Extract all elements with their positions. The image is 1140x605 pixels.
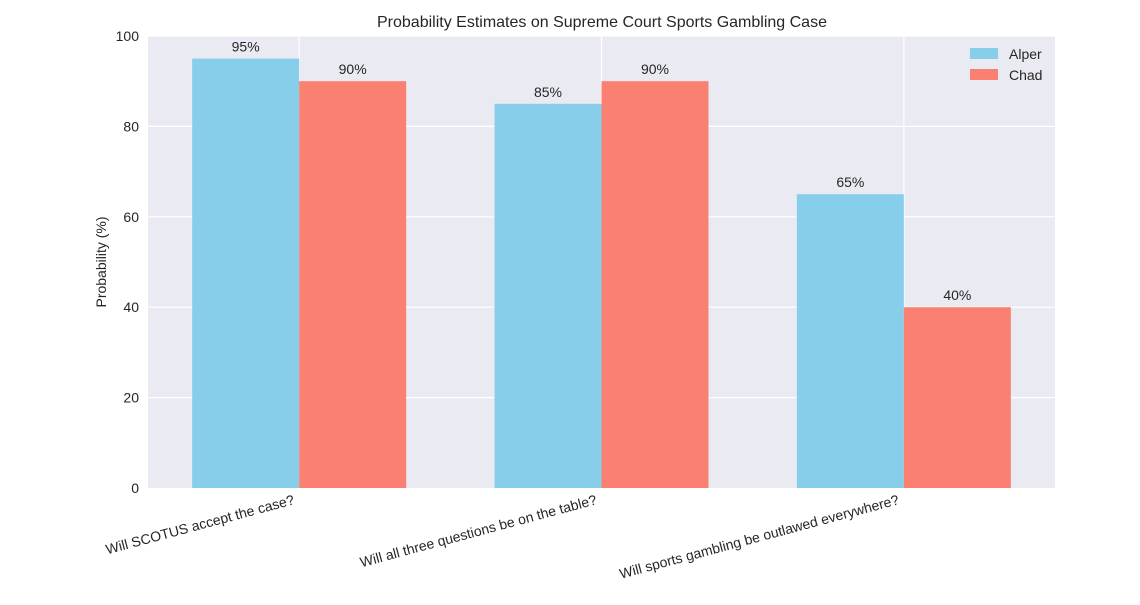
data-label: 90% [641, 61, 669, 77]
bar-alper-2 [494, 103, 602, 489]
data-label: 95% [232, 39, 260, 55]
x-tick-label: Will sports gambling be outlawed everywh… [618, 491, 901, 581]
y-tick-label: 40 [123, 299, 139, 315]
legend-swatch-chad [970, 69, 998, 80]
legend: Alper Chad [970, 46, 1042, 83]
y-axis: 0 20 40 60 80 100 [116, 28, 140, 496]
legend-label-alper: Alper [1009, 46, 1042, 62]
data-label: 65% [836, 174, 864, 190]
data-label: 40% [943, 287, 971, 303]
x-axis: Will SCOTUS accept the case? Will all thr… [104, 491, 901, 581]
x-tick-label: Will all three questions be on the table… [358, 491, 598, 570]
data-label: 90% [339, 61, 367, 77]
y-axis-label: Probability (%) [93, 216, 109, 307]
bar-alper-1 [192, 58, 300, 488]
legend-label-chad: Chad [1009, 67, 1042, 83]
bar-chad-2 [601, 81, 709, 488]
bar-chad-3 [903, 307, 1011, 488]
data-label: 85% [534, 84, 562, 100]
y-tick-label: 0 [131, 480, 139, 496]
legend-swatch-alper [970, 48, 998, 59]
y-tick-label: 80 [123, 118, 139, 134]
bars [192, 58, 1011, 489]
y-tick-label: 20 [123, 390, 139, 406]
data-labels: 95% 85% 65% 90% 90% 40% [232, 39, 972, 304]
y-tick-label: 60 [123, 209, 139, 225]
bar-chad-1 [299, 81, 407, 488]
chart-title: Probability Estimates on Supreme Court S… [377, 14, 827, 31]
x-tick-label: Will SCOTUS accept the case? [104, 491, 296, 557]
y-tick-label: 100 [116, 28, 140, 44]
bar-alper-3 [796, 194, 904, 488]
